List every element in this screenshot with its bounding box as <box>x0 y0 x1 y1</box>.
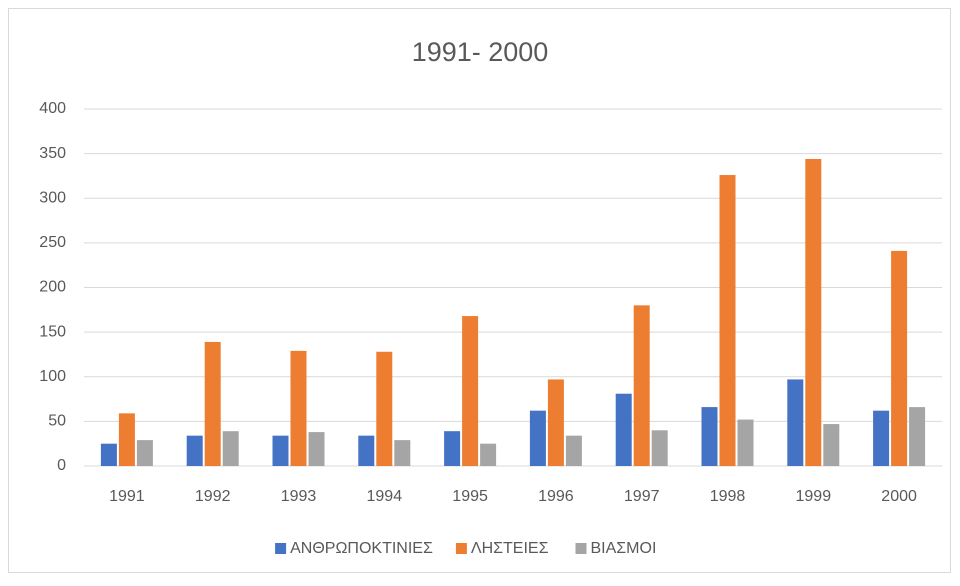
bar <box>719 175 736 467</box>
legend-label: ΑΝΘΡΩΠΟΚΤΙΝΙΕΣ <box>290 540 433 557</box>
legend-swatch <box>455 543 467 554</box>
y-tick-label: 50 <box>48 413 66 430</box>
bar <box>100 443 117 466</box>
y-tick-label: 300 <box>39 189 66 206</box>
x-tick-label: 1997 <box>624 488 660 505</box>
legend-label: ΒΙΑΣΜΟΙ <box>591 540 657 557</box>
x-tick-label: 1994 <box>367 488 403 505</box>
legend-swatch <box>275 543 287 554</box>
bar <box>529 410 546 466</box>
x-tick-label: 1996 <box>538 488 574 505</box>
x-tick-label: 1999 <box>796 488 832 505</box>
bar <box>909 407 926 466</box>
bar <box>186 435 203 466</box>
bar <box>394 440 411 466</box>
bar <box>308 432 325 466</box>
y-tick-label: 100 <box>39 368 66 385</box>
bar <box>651 430 668 466</box>
y-tick-label: 400 <box>39 100 66 117</box>
chart-title: 1991- 2000 <box>412 37 549 67</box>
bar <box>547 379 564 466</box>
bar <box>873 410 890 466</box>
bar <box>204 341 221 466</box>
bar <box>737 419 754 466</box>
bar <box>272 435 289 466</box>
bar <box>136 440 153 466</box>
bar <box>222 431 239 466</box>
x-tick-label: 1998 <box>710 488 746 505</box>
legend-swatch <box>575 543 587 554</box>
y-tick-label: 200 <box>39 279 66 296</box>
y-tick-label: 0 <box>57 457 66 474</box>
bar <box>376 351 393 466</box>
x-tick-label: 1991 <box>109 488 145 505</box>
y-tick-label: 250 <box>39 234 66 251</box>
x-tick-label: 2000 <box>881 488 917 505</box>
x-tick-label: 1995 <box>452 488 488 505</box>
bar <box>565 435 582 466</box>
bar <box>480 443 497 466</box>
bar <box>290 350 307 466</box>
bar <box>118 413 135 466</box>
y-tick-label: 150 <box>39 323 66 340</box>
bar <box>805 158 822 467</box>
bar <box>615 393 632 466</box>
x-tick-label: 1993 <box>281 488 317 505</box>
bar <box>787 379 804 466</box>
bar <box>444 431 461 466</box>
x-tick-label: 1992 <box>195 488 231 505</box>
legend-label: ΛΗΣΤΕΙΕΣ <box>471 540 549 557</box>
bar <box>462 316 479 466</box>
bar <box>823 424 840 466</box>
y-tick-label: 350 <box>39 145 66 162</box>
chart-border <box>8 8 951 573</box>
bar <box>701 407 718 466</box>
bar <box>891 250 908 466</box>
bar <box>633 305 650 466</box>
bar <box>358 435 375 466</box>
